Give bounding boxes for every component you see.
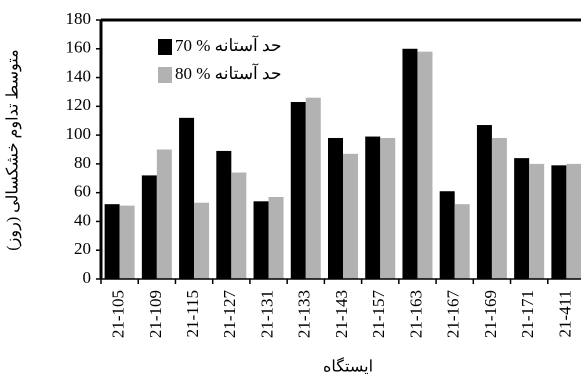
bar [253, 201, 269, 279]
y-tick-label: 40 [74, 210, 91, 229]
x-tick-label: 21-115 [183, 290, 202, 338]
bar [380, 137, 396, 279]
x-tick-label: 21-105 [109, 290, 128, 338]
y-tick-label: 20 [74, 239, 91, 258]
bar [156, 149, 172, 279]
x-tick-label: 21-109 [146, 290, 165, 338]
bar [365, 136, 381, 279]
x-tick-label: 21-127 [220, 290, 239, 339]
x-tick-label: 21-411 [555, 290, 574, 338]
legend-label: حد آستانه % 80 [175, 62, 281, 83]
bar [417, 51, 433, 280]
bar [216, 150, 232, 279]
x-tick-label: 21-171 [518, 290, 537, 338]
bar [179, 117, 195, 279]
bar [439, 191, 455, 279]
bar [305, 97, 321, 279]
bar [514, 158, 530, 279]
y-tick-label: 80 [74, 153, 91, 172]
bar [491, 137, 507, 279]
bar [141, 175, 157, 279]
bar [402, 48, 418, 280]
x-tick-label: 21-157 [369, 290, 388, 339]
bar [119, 205, 135, 279]
bar [454, 204, 470, 279]
x-tick-label: 21-143 [332, 290, 351, 338]
y-axis-label: متوسط تداوم خشکسالی (روز) [5, 49, 22, 250]
x-axis-label: ایستگاه [323, 357, 373, 376]
y-tick-label: 100 [66, 124, 92, 143]
bar [328, 137, 343, 279]
legend-swatch [158, 67, 172, 83]
y-tick-label: 60 [74, 182, 91, 201]
bar [290, 102, 306, 280]
bar [529, 163, 545, 279]
y-tick-label: 140 [66, 66, 92, 85]
y-tick-label: 160 [66, 38, 92, 57]
y-tick-label: 0 [83, 268, 92, 287]
legend-swatch [158, 39, 172, 55]
bar [476, 125, 492, 280]
x-tick-label: 21-131 [257, 290, 276, 338]
bar [194, 202, 210, 279]
x-tick-label: 21-169 [481, 290, 500, 338]
bar [343, 153, 358, 279]
y-tick-label: 180 [66, 9, 92, 28]
bar [268, 196, 284, 279]
bar [551, 165, 567, 279]
y-tick-label: 120 [66, 95, 92, 114]
bar [104, 204, 120, 279]
legend-label: حد آستانه % 70 [175, 34, 281, 55]
bar [566, 163, 581, 279]
x-tick-label: 21-133 [295, 290, 314, 338]
x-tick-label: 21-163 [406, 290, 425, 338]
x-tick-label: 21-167 [444, 290, 463, 339]
bar [231, 172, 247, 279]
